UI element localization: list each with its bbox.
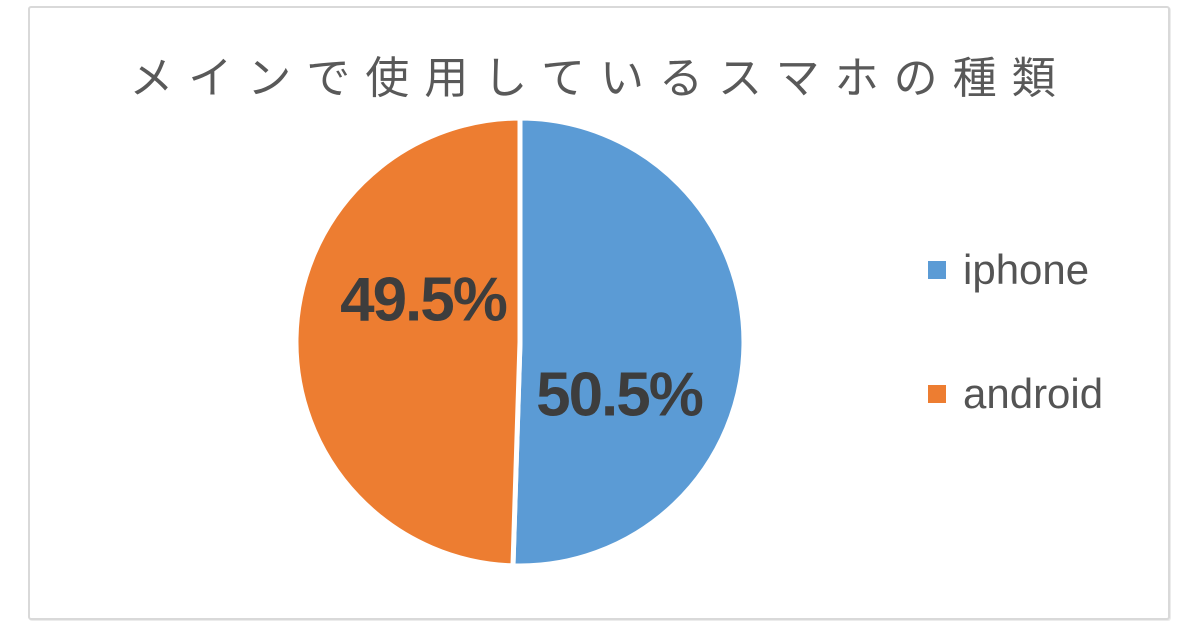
data-label-iphone: 50.5% — [536, 360, 704, 430]
legend-marker-android-icon — [928, 385, 946, 403]
legend-label-android: android — [963, 370, 1104, 417]
pie-slice-android — [293, 115, 523, 569]
legend-item-android: android — [928, 366, 1103, 422]
chart-title: メインで使用しているスマホの種類 — [129, 54, 1071, 103]
legend-marker-iphone-icon — [928, 261, 946, 279]
pie-slice-iphone — [510, 115, 747, 569]
legend-label-iphone: iphone — [963, 246, 1090, 293]
legend-item-iphone: iphone — [928, 242, 1103, 298]
legend: iphone android — [928, 242, 1103, 422]
data-label-android: 49.5% — [340, 265, 508, 335]
